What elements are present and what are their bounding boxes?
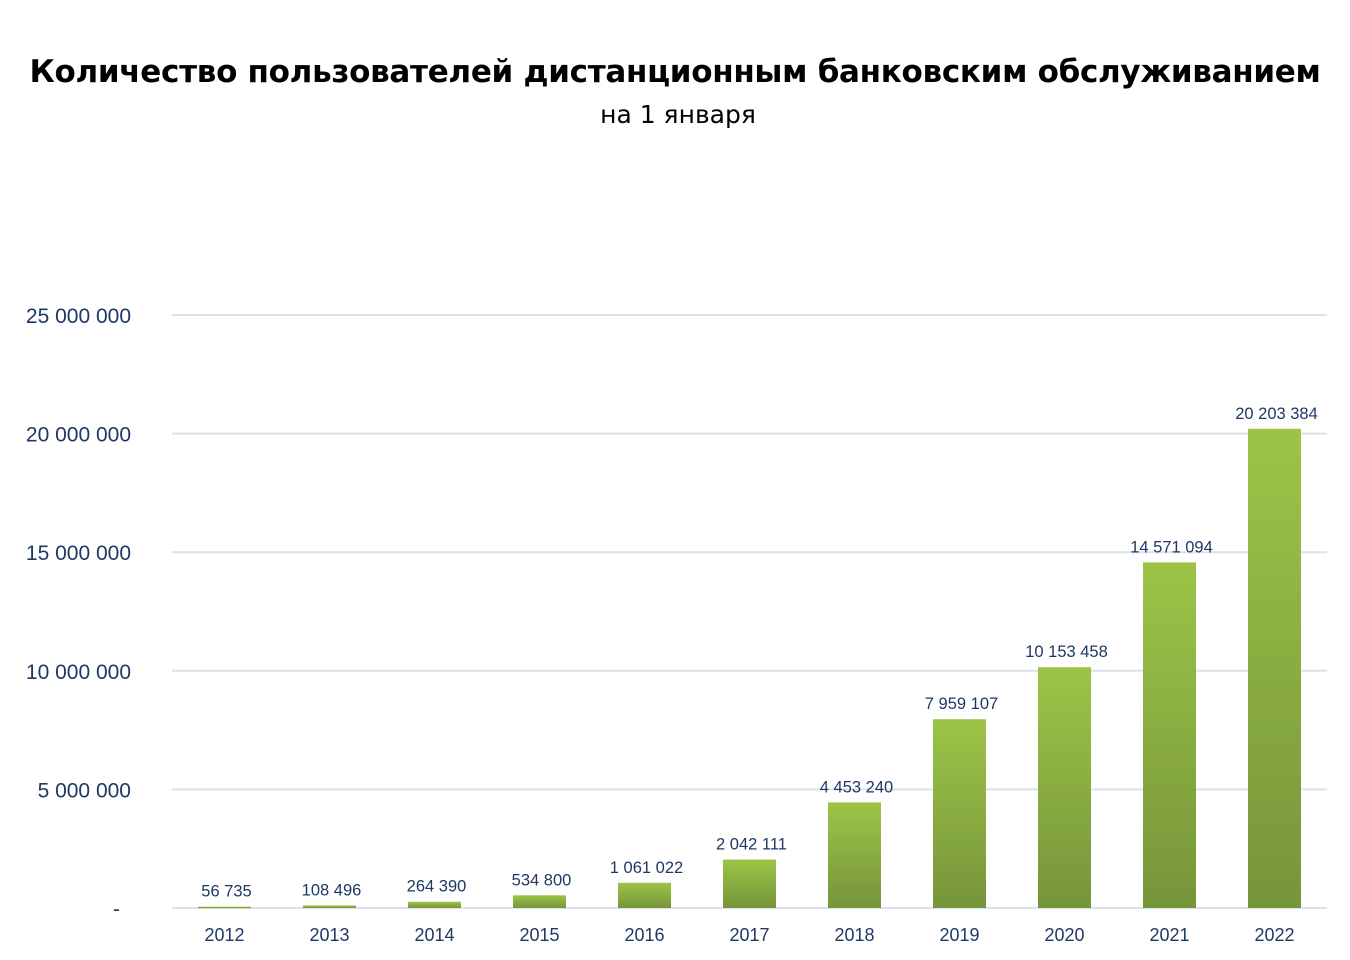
bar-2013 [303, 905, 356, 908]
y-tick-label: 10 000 000 [26, 661, 131, 684]
bar-2012 [198, 906, 251, 909]
data-label: 4 453 240 [820, 778, 893, 796]
bar-2015 [513, 895, 566, 908]
data-label: 14 571 094 [1130, 538, 1213, 556]
bar-2022 [1248, 428, 1301, 908]
y-tick-label: - [113, 898, 120, 921]
x-tick-label: 2014 [414, 925, 454, 945]
chart-subtitle: на 1 января [600, 100, 756, 129]
y-tick-label: 25 000 000 [26, 305, 131, 328]
data-label: 108 496 [302, 881, 362, 899]
chart-title: Количество пользователей дистанционным б… [29, 54, 1321, 90]
y-tick-label: 20 000 000 [26, 424, 131, 447]
bar-2020 [1038, 667, 1091, 908]
bar-2016 [618, 882, 671, 908]
data-label: 1 061 022 [610, 859, 683, 877]
bar-2021 [1143, 562, 1196, 908]
x-tick-label: 2020 [1044, 925, 1084, 945]
x-tick-label: 2016 [624, 925, 664, 945]
bar-2014 [408, 901, 461, 908]
data-label: 7 959 107 [925, 695, 998, 713]
data-label: 534 800 [512, 871, 572, 889]
bar-2017 [723, 859, 776, 908]
data-label: 10 153 458 [1025, 643, 1108, 661]
x-tick-label: 2022 [1254, 925, 1294, 945]
x-tick-label: 2012 [204, 925, 244, 945]
x-tick-label: 2017 [729, 925, 769, 945]
x-tick-label: 2019 [939, 925, 979, 945]
bar-2018 [828, 802, 881, 908]
x-tick-label: 2013 [309, 925, 349, 945]
data-label: 20 203 384 [1235, 405, 1318, 423]
y-tick-label: 5 000 000 [38, 779, 131, 802]
data-label: 56 735 [201, 883, 251, 901]
data-label: 2 042 111 [716, 836, 787, 854]
x-tick-label: 2021 [1149, 925, 1189, 945]
y-tick-label: 15 000 000 [26, 542, 131, 565]
x-tick-label: 2018 [834, 925, 874, 945]
data-label: 264 390 [407, 878, 467, 896]
bar-2019 [933, 719, 986, 908]
x-tick-label: 2015 [519, 925, 559, 945]
